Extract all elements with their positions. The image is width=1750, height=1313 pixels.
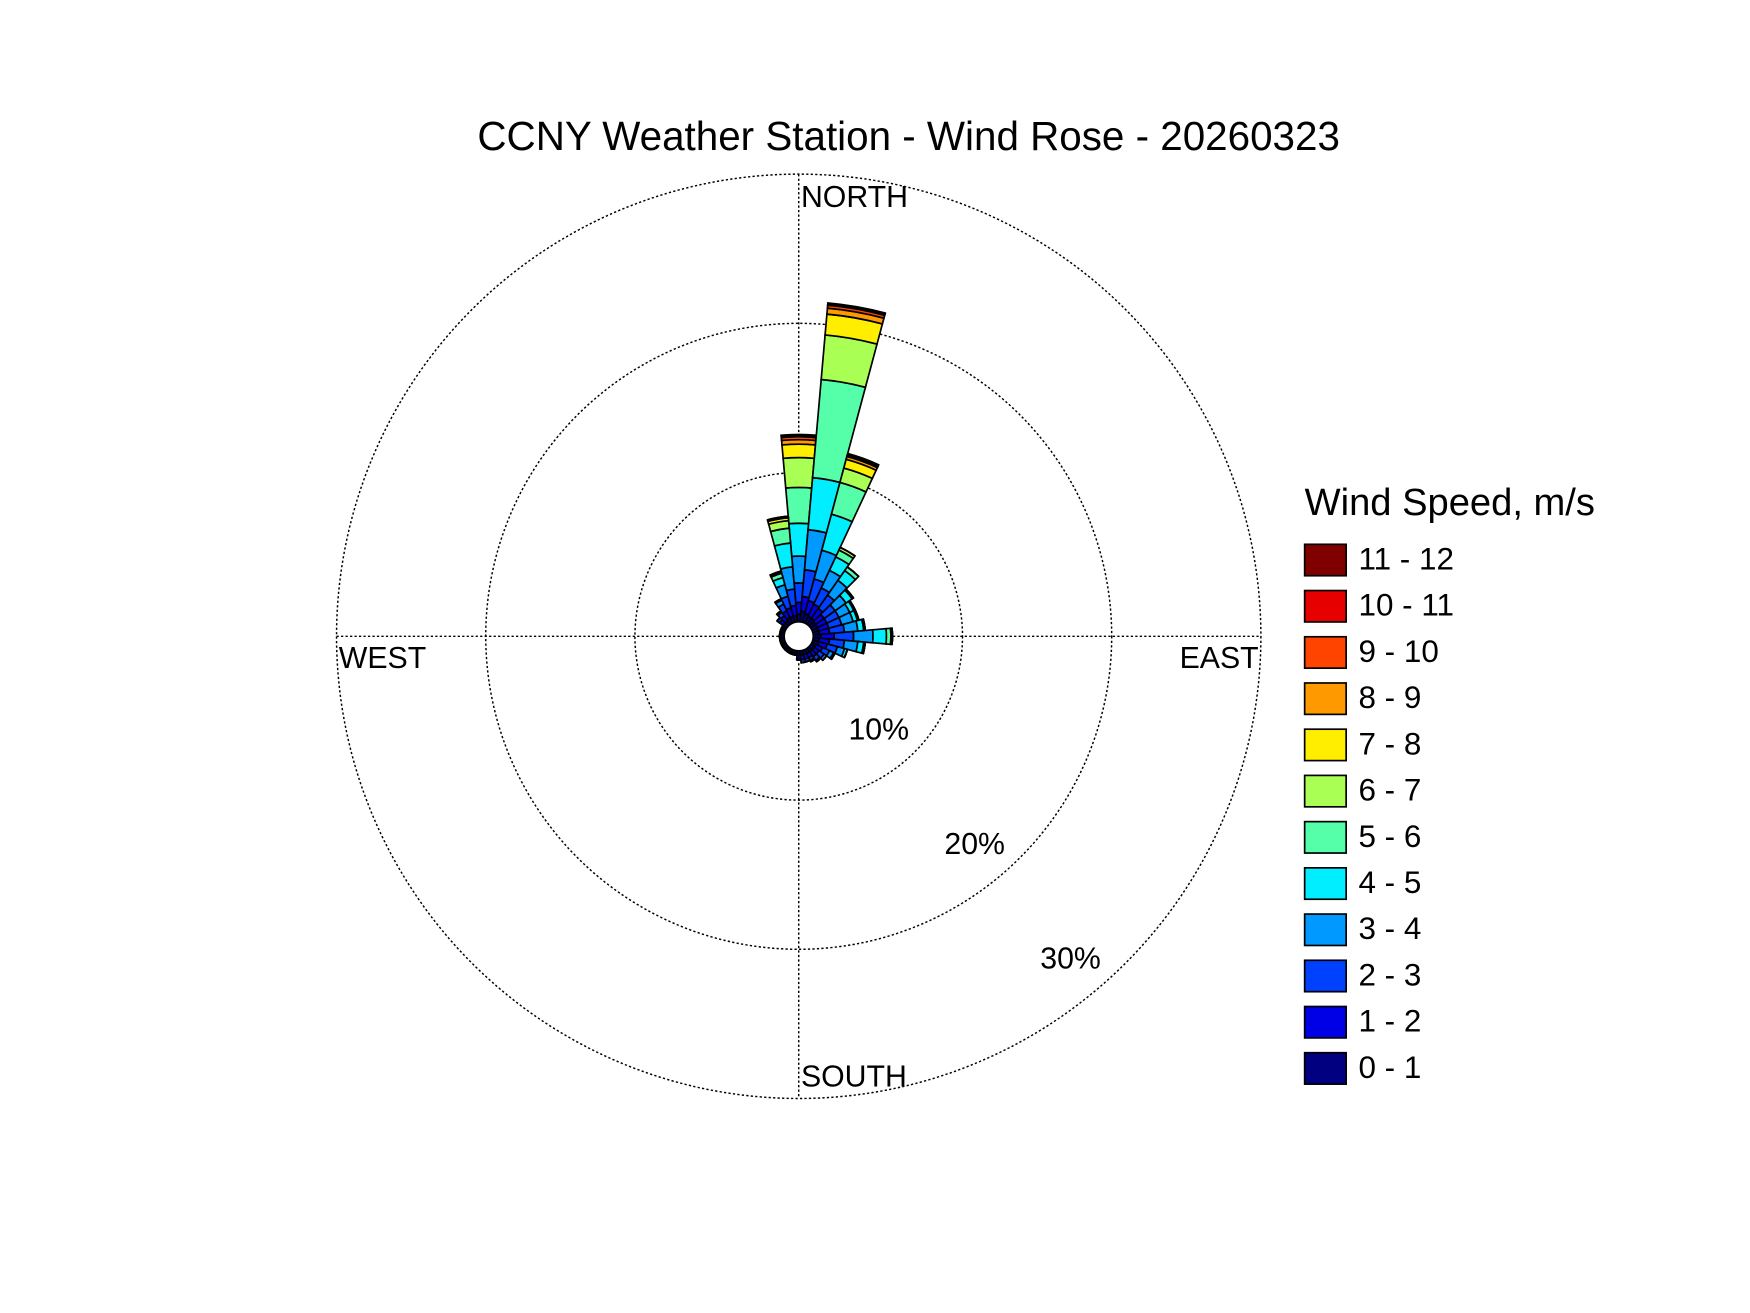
legend-swatch (1303, 635, 1347, 670)
legend-label: 6 - 7 (1358, 773, 1421, 808)
chart-title: CCNY Weather Station - Wind Rose - 20260… (477, 113, 1340, 159)
rose-segment (781, 443, 817, 460)
rose-segment (816, 657, 822, 663)
rose-segment (871, 627, 888, 645)
legend: 0 - 1 1 - 2 2 - 3 3 - 4 4 - 5 5 - 6 6 - 7 7 - 8… (1303, 541, 1454, 1085)
legend-label: 1 - 2 (1358, 1004, 1421, 1039)
legend-swatch (1303, 682, 1347, 716)
legend-label: 10 - 11 (1358, 588, 1453, 623)
legend-swatch (1303, 728, 1347, 762)
r-tick-label: 10% (848, 714, 909, 747)
rose-segment (826, 302, 887, 315)
legend-swatch (1303, 867, 1347, 901)
rose-segment (780, 433, 818, 437)
direction-label: EAST (1180, 642, 1259, 675)
r-tick-label: 20% (944, 828, 1005, 861)
legend-label: 0 - 1 (1358, 1050, 1421, 1085)
direction-label: SOUTH (801, 1060, 907, 1093)
legend-label: 3 - 4 (1358, 911, 1421, 946)
legend-swatch (1303, 913, 1347, 947)
rose-segment (800, 661, 806, 664)
rose-segment (822, 655, 828, 661)
legend-label: 4 - 5 (1358, 865, 1421, 900)
legend-swatch (1303, 820, 1347, 854)
labels: 10% 20% 30% NORTH SOUTH WEST EAST (339, 181, 1259, 1093)
direction-label: NORTH (801, 181, 908, 214)
legend-swatch (1303, 1051, 1347, 1085)
legend-label: 5 - 6 (1358, 819, 1421, 854)
legend-title: Wind Speed, m/s (1305, 481, 1595, 524)
rose-segment (773, 542, 794, 570)
rose-segment (846, 566, 860, 578)
legend-label: 11 - 12 (1358, 541, 1453, 576)
rose-segment (782, 456, 816, 489)
legend-swatch (1303, 589, 1347, 623)
center-hole (783, 620, 815, 652)
rose-segment (830, 652, 836, 660)
legend-label: 7 - 8 (1358, 726, 1421, 761)
bars (766, 302, 894, 664)
legend-swatch (1303, 1005, 1347, 1039)
legend-swatch (1303, 959, 1347, 993)
legend-swatch (1303, 774, 1347, 808)
legend-label: 8 - 9 (1358, 680, 1421, 715)
legend-swatch (1303, 543, 1347, 577)
rose-segment (810, 658, 816, 663)
legend-label: 9 - 10 (1358, 634, 1438, 669)
rose-segment (784, 486, 813, 525)
r-tick-label: 30% (1040, 942, 1101, 975)
rose-segment (839, 546, 856, 557)
direction-label: WEST (339, 642, 426, 675)
legend-label: 2 - 3 (1358, 957, 1421, 992)
